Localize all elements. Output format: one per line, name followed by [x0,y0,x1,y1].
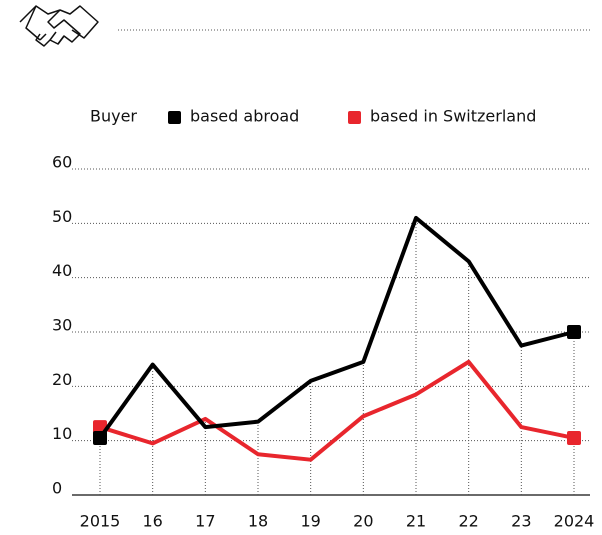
x-tick-label: 2024 [554,512,595,531]
legend-swatch [348,111,361,124]
y-tick-label: 60 [52,153,72,172]
end-marker [93,430,107,445]
y-tick-label: 50 [52,207,72,226]
end-marker [567,430,581,445]
x-tick-label: 23 [511,512,531,531]
line [99,359,575,462]
handshake-icon [19,5,99,47]
y-tick-label: 10 [52,424,72,443]
x-tick-label: 22 [458,512,478,531]
y-tick-label: 30 [52,316,72,335]
y-tick-label: 0 [52,479,62,498]
legend-title: Buyer [90,107,137,126]
line [98,215,575,440]
y-tick-label: 40 [52,261,72,280]
x-tick-label: 16 [142,512,162,531]
x-tick-label: 2015 [80,512,121,531]
y-tick-label: 20 [52,370,72,389]
legend-swatch [168,111,181,124]
x-tick-label: 17 [195,512,215,531]
x-tick-label: 20 [353,512,373,531]
legend-label: based in Switzerland [370,107,536,126]
legend-label: based abroad [190,107,299,126]
end-marker [567,325,581,339]
x-tick-label: 19 [300,512,320,531]
x-tick-label: 21 [406,512,426,531]
x-tick-label: 18 [248,512,268,531]
